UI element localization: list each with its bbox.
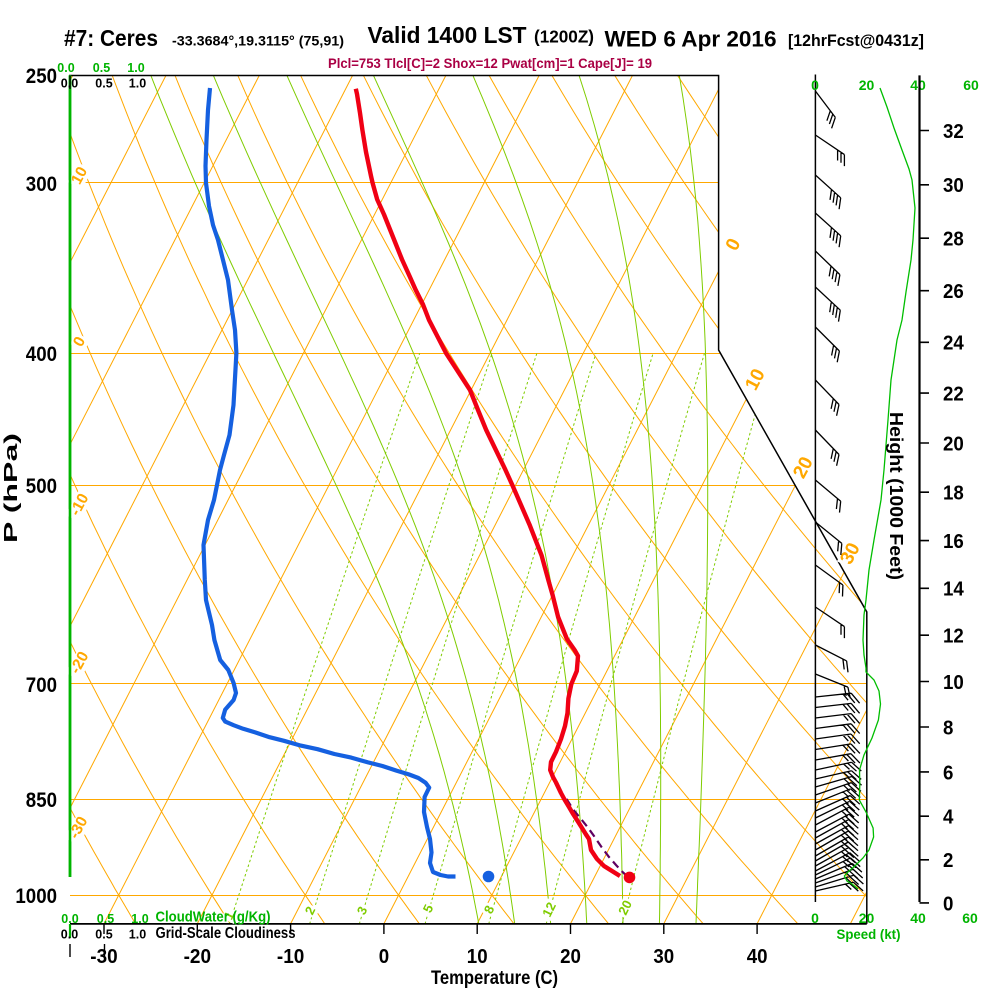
svg-text:0.5: 0.5 — [93, 61, 110, 75]
svg-text:WED 6 Apr 2016: WED 6 Apr 2016 — [605, 27, 777, 52]
svg-text:0: 0 — [943, 893, 953, 915]
svg-text:20: 20 — [943, 433, 964, 455]
svg-text:10: 10 — [943, 672, 964, 694]
svg-text:1000: 1000 — [15, 885, 57, 908]
svg-text:20: 20 — [560, 946, 581, 968]
svg-text:#7: Ceres: #7: Ceres — [64, 25, 158, 51]
svg-text:(1200Z): (1200Z) — [534, 27, 594, 47]
svg-text:Grid-Scale Cloudiness: Grid-Scale Cloudiness — [156, 925, 296, 942]
svg-text:1.0: 1.0 — [127, 61, 144, 75]
svg-text:20: 20 — [615, 898, 635, 918]
svg-text:0.0: 0.0 — [61, 77, 78, 91]
svg-text:300: 300 — [26, 173, 57, 196]
svg-text:0.0: 0.0 — [61, 928, 78, 942]
svg-text:40: 40 — [747, 946, 768, 968]
svg-text:850: 850 — [26, 789, 57, 812]
svg-text:22: 22 — [943, 384, 964, 406]
svg-text:700: 700 — [26, 674, 57, 697]
svg-text:P (hPa): P (hPa) — [1, 433, 21, 543]
svg-text:0.0: 0.0 — [61, 912, 78, 926]
svg-text:26: 26 — [943, 281, 964, 303]
svg-text:[12hrFcst@0431z]: [12hrFcst@0431z] — [788, 32, 924, 50]
svg-text:0: 0 — [379, 946, 389, 968]
svg-text:16: 16 — [943, 531, 964, 553]
svg-text:40: 40 — [910, 910, 926, 926]
svg-text:0: 0 — [811, 910, 819, 926]
svg-text:Valid 1400 LST: Valid 1400 LST — [368, 22, 528, 48]
svg-text:Height (1000 Feet): Height (1000 Feet) — [886, 412, 906, 580]
svg-text:Temperature (C): Temperature (C) — [431, 968, 558, 989]
svg-text:6: 6 — [943, 762, 953, 784]
svg-text:CloudWater (g/Kg): CloudWater (g/Kg) — [156, 909, 271, 926]
svg-text:0.0: 0.0 — [57, 61, 74, 75]
svg-text:4: 4 — [943, 807, 954, 829]
svg-text:10: 10 — [68, 164, 91, 187]
svg-text:-33.3684°,19.3115° (75,91): -33.3684°,19.3115° (75,91) — [172, 33, 344, 49]
svg-text:60: 60 — [963, 77, 979, 93]
svg-text:28: 28 — [943, 229, 964, 251]
svg-text:12: 12 — [539, 900, 559, 920]
svg-text:0.5: 0.5 — [95, 928, 112, 942]
svg-text:-10: -10 — [277, 946, 304, 968]
svg-text:500: 500 — [26, 475, 57, 498]
svg-text:Plcl=753 Tlcl[C]=2 Shox=12 Pwa: Plcl=753 Tlcl[C]=2 Shox=12 Pwat[cm]=1 Ca… — [328, 55, 652, 71]
svg-text:Speed (kt): Speed (kt) — [837, 927, 901, 942]
svg-text:20: 20 — [859, 910, 875, 926]
svg-text:12: 12 — [943, 626, 964, 648]
svg-text:1.0: 1.0 — [129, 928, 146, 942]
svg-text:0.5: 0.5 — [97, 912, 114, 926]
svg-text:30: 30 — [653, 946, 674, 968]
svg-text:18: 18 — [943, 483, 964, 505]
svg-text:24: 24 — [943, 333, 965, 355]
svg-text:2: 2 — [943, 850, 953, 872]
svg-text:400: 400 — [26, 343, 57, 366]
svg-text:20: 20 — [859, 77, 875, 93]
svg-text:32: 32 — [943, 121, 964, 143]
svg-text:1.0: 1.0 — [131, 912, 148, 926]
svg-text:250: 250 — [26, 65, 57, 88]
svg-text:10: 10 — [467, 946, 488, 968]
svg-text:14: 14 — [943, 579, 965, 601]
svg-text:40: 40 — [910, 77, 926, 93]
svg-text:1.0: 1.0 — [129, 77, 146, 91]
svg-text:30: 30 — [943, 175, 964, 197]
svg-text:0.5: 0.5 — [95, 77, 112, 91]
svg-text:-20: -20 — [184, 946, 211, 968]
svg-text:0: 0 — [811, 77, 819, 93]
svg-text:60: 60 — [962, 910, 978, 926]
svg-text:8: 8 — [943, 717, 953, 739]
